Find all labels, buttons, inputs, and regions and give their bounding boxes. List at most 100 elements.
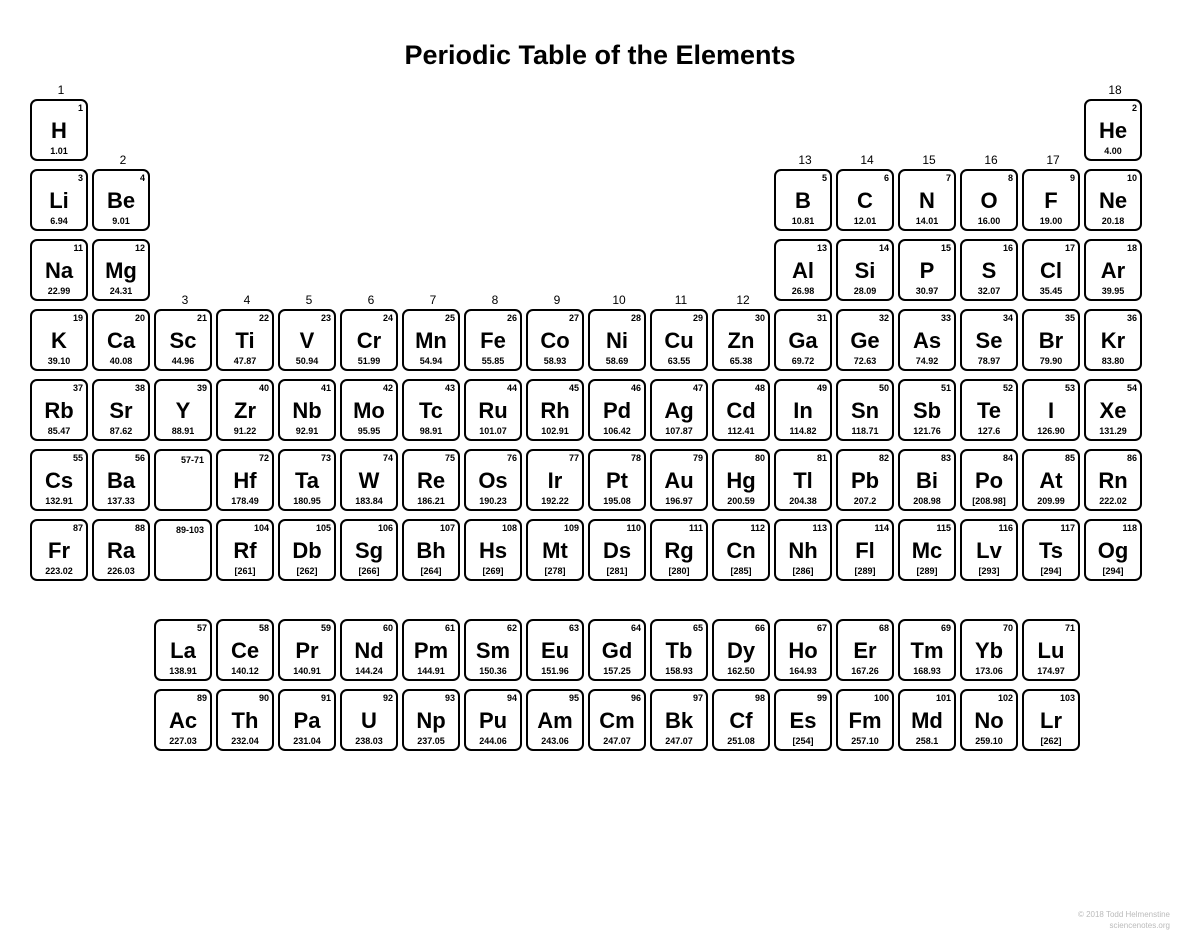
atomic-mass: 223.02 [32,566,86,577]
element-symbol: Cm [593,709,641,733]
element-symbol: Ce [221,639,269,663]
element-cell-ti: 22Ti47.87 [216,309,274,371]
atomic-number: 99 [779,693,827,704]
atomic-mass: 51.99 [342,356,396,367]
element-cell-cs: 55Cs132.91 [30,449,88,511]
element-cell-bh: 107Bh[264] [402,519,460,581]
element-symbol: Zn [717,329,765,353]
atomic-number: 115 [903,523,951,534]
element-cell-tb: 65Tb158.93 [650,619,708,681]
atomic-number: 91 [283,693,331,704]
atomic-number: 65 [655,623,703,634]
atomic-mass: 126.90 [1024,426,1078,437]
element-cell-au: 79Au196.97 [650,449,708,511]
element-symbol: Os [469,469,517,493]
atomic-number: 82 [841,453,889,464]
element-symbol: Sb [903,399,951,423]
element-symbol: Br [1027,329,1075,353]
element-symbol: Li [35,189,83,213]
element-cell-in: 49In114.82 [774,379,832,441]
atomic-number: 114 [841,523,889,534]
atomic-mass: 24.31 [94,286,148,297]
atomic-number: 101 [903,693,951,704]
element-cell-sc: 21Sc44.96 [154,309,212,371]
atomic-mass: 106.42 [590,426,644,437]
atomic-mass: [293] [962,566,1016,577]
atomic-number: 80 [717,453,765,464]
element-cell-ce: 58Ce140.12 [216,619,274,681]
element-cell-ne: 10Ne20.18 [1084,169,1142,231]
element-cell-tc: 43Tc98.91 [402,379,460,441]
element-symbol: Es [779,709,827,733]
atomic-number: 45 [531,383,579,394]
element-cell-pm: 61Pm144.91 [402,619,460,681]
atomic-number: 116 [965,523,1013,534]
element-symbol: Dy [717,639,765,663]
element-symbol: Hg [717,469,765,493]
atomic-mass: 190.23 [466,496,520,507]
element-cell-u: 92U238.03 [340,689,398,751]
atomic-mass: 168.93 [900,666,954,677]
element-cell-zn: 30Zn65.38 [712,309,770,371]
element-cell-sm: 62Sm150.36 [464,619,522,681]
atomic-number: 86 [1089,453,1137,464]
atomic-mass: 83.80 [1086,356,1140,367]
atomic-mass: 114.82 [776,426,830,437]
atomic-mass: [261] [218,566,272,577]
atomic-mass: 209.99 [1024,496,1078,507]
atomic-mass: 258.1 [900,736,954,747]
element-cell-br: 35Br79.90 [1022,309,1080,371]
element-cell-cm: 96Cm247.07 [588,689,646,751]
element-symbol: As [903,329,951,353]
element-cell-c: 6C12.01 [836,169,894,231]
atomic-number: 19 [35,313,83,324]
atomic-mass: 200.59 [714,496,768,507]
atomic-number: 23 [283,313,331,324]
element-grid: 1234567891011121314151617181H1.012He4.00… [30,81,1170,921]
element-symbol: Cn [717,539,765,563]
credit-text: © 2018 Todd Helmenstine sciencenotes.org [1078,909,1170,931]
atomic-mass: 54.94 [404,356,458,367]
atomic-mass: [281] [590,566,644,577]
atomic-mass: 127.6 [962,426,1016,437]
atomic-number: 89 [159,693,207,704]
element-symbol: Pd [593,399,641,423]
atomic-mass: 50.94 [280,356,334,367]
element-cell-sn: 50Sn118.71 [836,379,894,441]
group-label-3: 3 [154,293,216,307]
element-symbol: Pu [469,709,517,733]
element-symbol: In [779,399,827,423]
atomic-mass: 158.93 [652,666,706,677]
atomic-number: 29 [655,313,703,324]
range-cell-57-71: 57-71 [154,449,212,511]
atomic-mass: 78.97 [962,356,1016,367]
atomic-mass: 35.45 [1024,286,1078,297]
atomic-mass: 20.18 [1086,216,1140,227]
element-cell-pt: 78Pt195.08 [588,449,646,511]
group-label-18: 18 [1084,83,1146,97]
atomic-number: 14 [841,243,889,254]
element-cell-pb: 82Pb207.2 [836,449,894,511]
element-symbol: Mn [407,329,455,353]
atomic-mass: [266] [342,566,396,577]
element-cell-md: 101Md258.1 [898,689,956,751]
atomic-mass: [262] [280,566,334,577]
atomic-mass: [254] [776,736,830,747]
element-cell-rg: 111Rg[280] [650,519,708,581]
element-symbol: Np [407,709,455,733]
element-symbol: Ho [779,639,827,663]
atomic-number: 73 [283,453,331,464]
element-cell-ta: 73Ta180.95 [278,449,336,511]
element-cell-i: 53I126.90 [1022,379,1080,441]
atomic-mass: 44.96 [156,356,210,367]
atomic-mass: 101.07 [466,426,520,437]
atomic-number: 36 [1089,313,1137,324]
element-cell-rn: 86Rn222.02 [1084,449,1142,511]
atomic-mass: 6.94 [32,216,86,227]
atomic-number: 5 [779,173,827,184]
atomic-number: 93 [407,693,455,704]
element-cell-si: 14Si28.09 [836,239,894,301]
atomic-mass: 58.93 [528,356,582,367]
element-cell-n: 7N14.01 [898,169,956,231]
atomic-number: 33 [903,313,951,324]
